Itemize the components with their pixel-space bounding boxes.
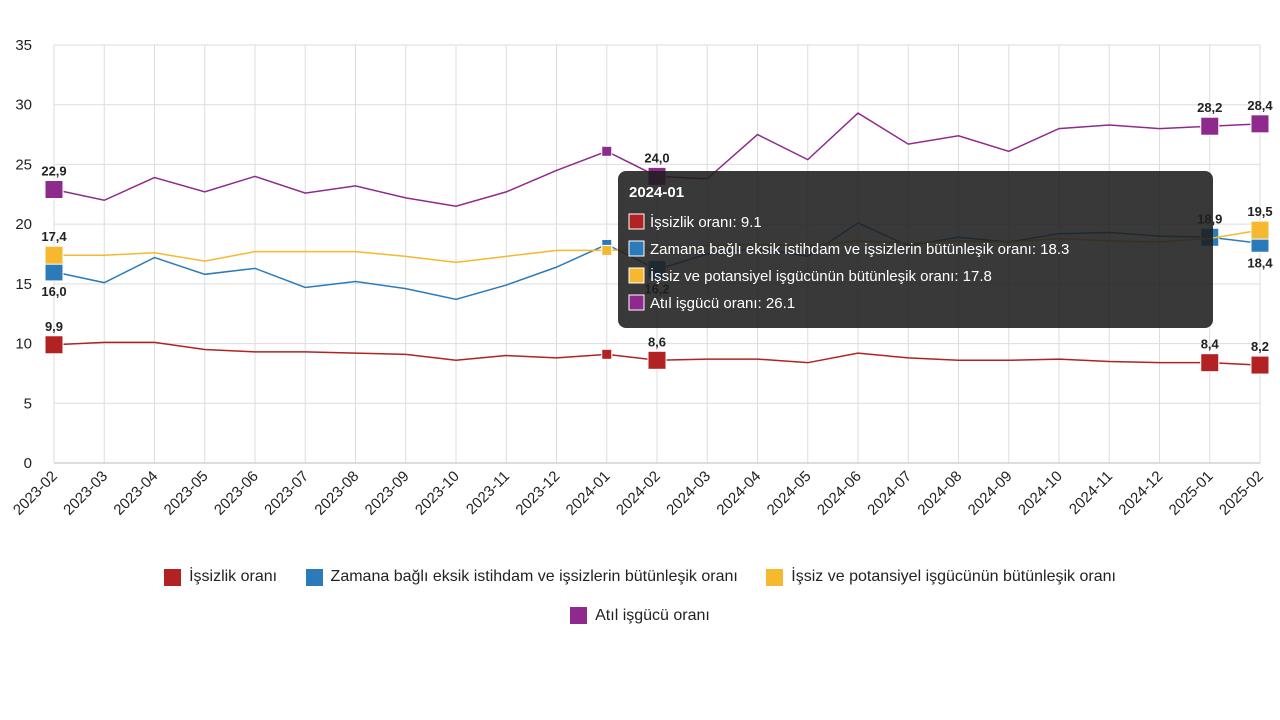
data-label: 22,9: [41, 164, 66, 179]
legend-swatch: [570, 607, 588, 624]
tooltip-swatch: [628, 240, 645, 257]
x-tick-label: 2024-03: [663, 468, 714, 519]
y-tick-label: 25: [15, 156, 32, 173]
tooltip-row: İşsizlik oranı: 9.1: [650, 213, 762, 231]
legend-swatch: [766, 568, 784, 586]
data-label: 19,5: [1247, 204, 1272, 219]
tooltip-swatch: [628, 267, 645, 284]
x-tick-label: 2023-12: [512, 468, 563, 519]
legend: İşsizlik oranı Zamana bağlı eksik istihd…: [0, 560, 1280, 637]
legend-label: İşsiz ve potansiyel işgücünün bütünleşik…: [791, 568, 1116, 585]
tooltip-row: Atıl işgücü oranı: 26.1: [650, 295, 795, 312]
legend-item-underutilised[interactable]: Atıl işgücü oranı: [570, 599, 710, 633]
legend-swatch: [305, 568, 323, 586]
legend-row: Atıl işgücü oranı: [0, 599, 1280, 638]
y-tick-label: 20: [15, 216, 32, 233]
x-tick-label: 2023-07: [261, 468, 312, 519]
data-point: [44, 262, 64, 282]
x-tick-label: 2025-01: [1166, 468, 1217, 519]
tooltip-swatch: [628, 294, 645, 311]
tooltip: 2024-01 İşsizlik oranı: 9.1 Zamana bağlı e…: [618, 171, 1213, 328]
y-tick-label: 0: [24, 455, 32, 472]
data-label: 17,4: [41, 229, 67, 244]
legend-label: Zamana bağlı eksik istihdam ve işsizleri…: [330, 568, 738, 585]
data-label: 8,4: [1201, 337, 1220, 352]
y-tick-label: 10: [15, 336, 32, 353]
data-point: [601, 145, 613, 157]
y-tick-label: 30: [15, 97, 32, 114]
x-tick-label: 2023-04: [110, 468, 161, 519]
y-tick-label: 5: [24, 395, 32, 412]
data-label: 8,2: [1251, 339, 1269, 354]
x-tick-label: 2024-01: [563, 468, 614, 519]
data-label: 16,0: [41, 284, 66, 299]
data-label: 28,4: [1247, 98, 1273, 113]
x-tick-label: 2024-05: [764, 468, 815, 519]
x-tick-label: 2024-04: [713, 468, 764, 519]
x-tick-label: 2023-10: [412, 468, 463, 519]
tooltip-row: İşsiz ve potansiyel işgücünün bütünleşik…: [650, 267, 992, 285]
legend-item-potential-labour[interactable]: İşsiz ve potansiyel işgücünün bütünleşik…: [766, 560, 1116, 594]
legend-item-unemployment[interactable]: İşsizlik oranı: [164, 560, 277, 594]
x-tick-label: 2023-08: [311, 468, 362, 519]
x-tick-label: 2024-06: [814, 468, 865, 519]
y-tick-label: 15: [15, 276, 32, 293]
x-tick-label: 2025-02: [1216, 468, 1267, 519]
x-tick-label: 2023-11: [463, 468, 513, 518]
data-point: [44, 180, 64, 200]
data-point: [1250, 220, 1270, 240]
x-tick-label: 2024-02: [613, 468, 664, 519]
data-label: 8,6: [648, 334, 666, 349]
tooltip-swatch: [628, 213, 645, 230]
x-tick-label: 2023-05: [161, 468, 212, 519]
tooltip-row: Zamana bağlı eksik istihdam ve işsizleri…: [650, 241, 1069, 258]
data-label: 28,2: [1197, 100, 1222, 115]
data-label: 18,4: [1247, 255, 1273, 270]
x-tick-label: 2024-10: [1015, 468, 1066, 519]
data-point: [1250, 355, 1270, 375]
data-label: 9,9: [45, 319, 63, 334]
x-tick-label: 2023-03: [60, 468, 111, 519]
data-point: [601, 244, 613, 256]
x-tick-label: 2024-07: [864, 468, 915, 519]
x-tick-label: 2024-09: [965, 468, 1016, 519]
legend-label: İşsizlik oranı: [189, 568, 278, 585]
x-tick-label: 2023-09: [362, 468, 413, 519]
data-point: [601, 348, 613, 360]
legend-label: Atıl işgücü oranı: [595, 606, 710, 624]
x-tick-label: 2024-12: [1115, 468, 1166, 519]
legend-item-time-related[interactable]: Zamana bağlı eksik istihdam ve işsizleri…: [305, 560, 738, 594]
data-point: [1200, 353, 1220, 373]
x-tick-label: 2024-08: [914, 468, 965, 519]
x-tick-label: 2024-11: [1066, 468, 1116, 518]
y-tick-label: 35: [15, 37, 32, 54]
data-point: [1200, 116, 1220, 136]
tooltip-title: 2024-01: [629, 184, 684, 201]
data-point: [1250, 114, 1270, 134]
data-label: 24,0: [644, 150, 669, 165]
data-point: [44, 245, 64, 265]
data-point: [647, 350, 667, 370]
data-point: [44, 335, 64, 355]
tooltip-box: [618, 171, 1213, 328]
legend-swatch: [164, 568, 182, 586]
x-tick-label: 2023-02: [10, 468, 61, 519]
x-tick-label: 2023-06: [211, 468, 262, 519]
